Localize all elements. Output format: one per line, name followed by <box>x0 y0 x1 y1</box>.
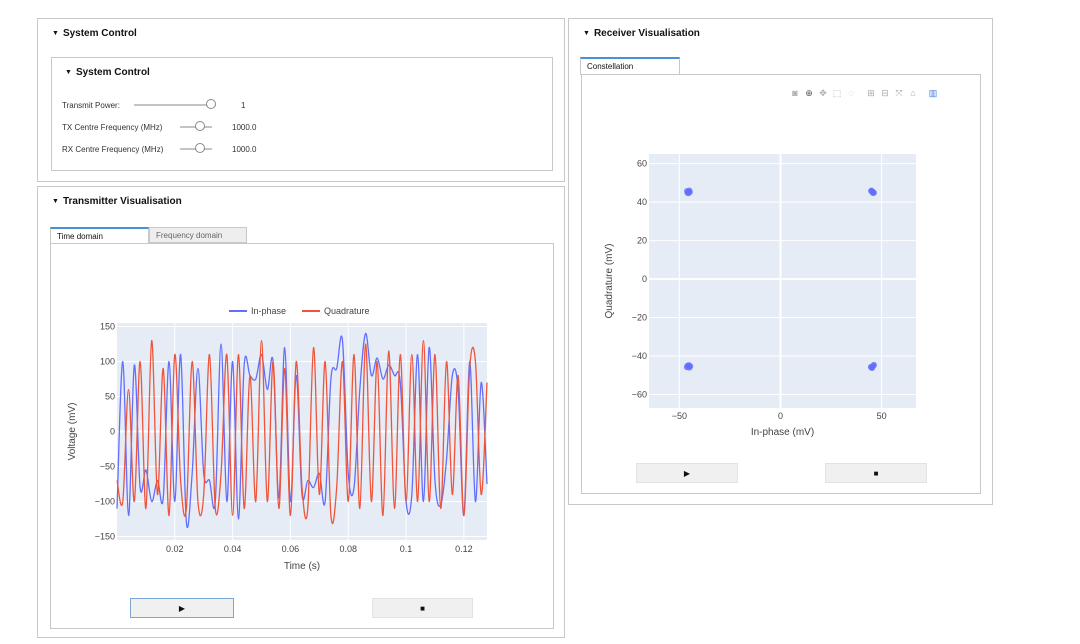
constellation-point <box>686 362 693 369</box>
time-domain-tab-content: 0.02 0.04 0.06 0.08 0.1 0.12 150 100 50 0 −50 −100 −… <box>50 243 554 629</box>
pan-icon[interactable]: ✥ <box>819 87 827 98</box>
legend-label: In-phase <box>251 306 286 316</box>
transmit-power-value: 1 <box>241 101 246 110</box>
legend-label: Quadrature <box>324 306 370 316</box>
y-axis-title: Voltage (mV) <box>67 403 78 461</box>
transmit-power-label: Transmit Power: <box>62 101 120 110</box>
system-control-header[interactable]: ▼ System Control <box>52 28 137 39</box>
receiver-panel: ▼ Receiver Visualisation Constellation ◙ … <box>568 18 993 505</box>
autoscale-icon[interactable]: ⤧ <box>895 87 903 98</box>
tab-frequency-domain[interactable]: Frequency domain <box>149 227 247 243</box>
system-control-panel: ▼ System Control ▼ System Control Transmit… <box>37 18 565 182</box>
rx-play-button[interactable]: ▶ <box>636 463 738 483</box>
time-domain-chart[interactable]: 0.02 0.04 0.06 0.08 0.1 0.12 150 100 50 0 −50 −100 −… <box>51 244 553 584</box>
slider-thumb[interactable] <box>206 99 216 109</box>
rx-frequency-slider[interactable] <box>180 143 212 155</box>
constellation-point <box>869 190 876 197</box>
plot-modebar: ◙ ⊕ ✥ ⬚ ◌ ⊞ ⊟ ⤧ ⌂ ▥ <box>789 87 939 99</box>
tx-play-button[interactable]: ▶ <box>130 598 234 618</box>
receiver-title: Receiver Visualisation <box>593 28 700 39</box>
y-tick-label: 20 <box>637 236 647 246</box>
x-tick-label: 0.1 <box>400 544 413 554</box>
x-tick-label: 0.08 <box>339 544 357 554</box>
y-axis-title: Quadrature (mV) <box>604 243 615 318</box>
zoom-icon[interactable]: ⊕ <box>805 87 813 98</box>
y-tick-label: 40 <box>637 197 647 207</box>
zoom-in-icon[interactable]: ⊞ <box>867 87 875 98</box>
tx-frequency-value: 1000.0 <box>232 123 257 132</box>
x-axis-title: Time (s) <box>284 561 320 572</box>
x-tick-label: 0.02 <box>166 544 184 554</box>
tx-stop-button[interactable]: ■ <box>372 598 473 618</box>
system-control-inner-title: System Control <box>75 67 150 78</box>
y-tick-label: 60 <box>637 159 647 169</box>
transmitter-title: Transmitter Visualisation <box>62 196 182 207</box>
x-tick-label: 0.04 <box>224 544 242 554</box>
transmitter-header[interactable]: ▼ Transmitter Visualisation <box>52 196 182 207</box>
plotly-logo-icon[interactable]: ▥ <box>928 87 938 98</box>
system-control-title: System Control <box>62 28 137 39</box>
transmitter-panel: ▼ Transmitter Visualisation Time domain F… <box>37 186 565 638</box>
slider-thumb[interactable] <box>195 121 205 131</box>
y-tick-label: −50 <box>100 462 115 472</box>
slider-thumb[interactable] <box>195 143 205 153</box>
x-tick-label: 0 <box>778 411 783 421</box>
box-select-icon[interactable]: ⬚ <box>832 87 842 98</box>
x-axis-title: In-phase (mV) <box>751 427 814 438</box>
series-line-quadrature <box>116 339 488 525</box>
y-tick-label: −150 <box>95 532 115 542</box>
tab-time-domain[interactable]: Time domain <box>50 227 149 244</box>
y-tick-label: −20 <box>632 313 647 323</box>
y-tick-label: −60 <box>632 390 647 400</box>
x-tick-label: 0.12 <box>455 544 473 554</box>
y-tick-label: 0 <box>110 427 115 437</box>
y-tick-label: −100 <box>95 497 115 507</box>
slider-track <box>134 104 216 106</box>
lasso-icon[interactable]: ◌ <box>848 88 854 98</box>
constellation-point <box>685 190 692 197</box>
caret-down-icon: ▼ <box>65 69 72 76</box>
x-tick-label: 0.06 <box>282 544 300 554</box>
x-tick-label: 50 <box>877 411 887 421</box>
caret-down-icon: ▼ <box>52 198 59 205</box>
home-icon[interactable]: ⌂ <box>910 88 916 98</box>
constellation-chart[interactable]: −50 0 50 60 40 20 0 −20 −40 −60 In-phase (mV) Quadr… <box>582 75 980 455</box>
rx-frequency-value: 1000.0 <box>232 145 257 154</box>
tab-constellation[interactable]: Constellation <box>580 57 680 75</box>
camera-icon[interactable]: ◙ <box>792 88 798 98</box>
y-tick-label: 100 <box>100 357 115 367</box>
y-tick-label: 0 <box>642 274 647 284</box>
system-control-inner-header[interactable]: ▼ System Control <box>65 67 150 78</box>
y-tick-label: 150 <box>100 322 115 332</box>
constellation-tab-content: ◙ ⊕ ✥ ⬚ ◌ ⊞ ⊟ ⤧ ⌂ ▥ −50 0 50 60 40 20 0 −20 −40−… <box>581 74 981 494</box>
system-control-inner-panel: ▼ System Control Transmit Power: 1 TX Cen… <box>51 57 553 171</box>
rx-stop-button[interactable]: ■ <box>825 463 927 483</box>
tx-frequency-label: TX Centre Frequency (MHz) <box>62 123 163 132</box>
transmit-power-slider[interactable] <box>134 99 216 111</box>
caret-down-icon: ▼ <box>52 30 59 37</box>
rx-frequency-label: RX Centre Frequency (MHz) <box>62 145 164 154</box>
tx-frequency-slider[interactable] <box>180 121 212 133</box>
zoom-out-icon[interactable]: ⊟ <box>881 87 889 98</box>
constellation-point <box>869 364 876 371</box>
y-tick-label: −40 <box>632 351 647 361</box>
y-tick-label: 50 <box>105 392 115 402</box>
receiver-header[interactable]: ▼ Receiver Visualisation <box>583 28 700 39</box>
caret-down-icon: ▼ <box>583 30 590 37</box>
x-tick-label: −50 <box>672 411 687 421</box>
